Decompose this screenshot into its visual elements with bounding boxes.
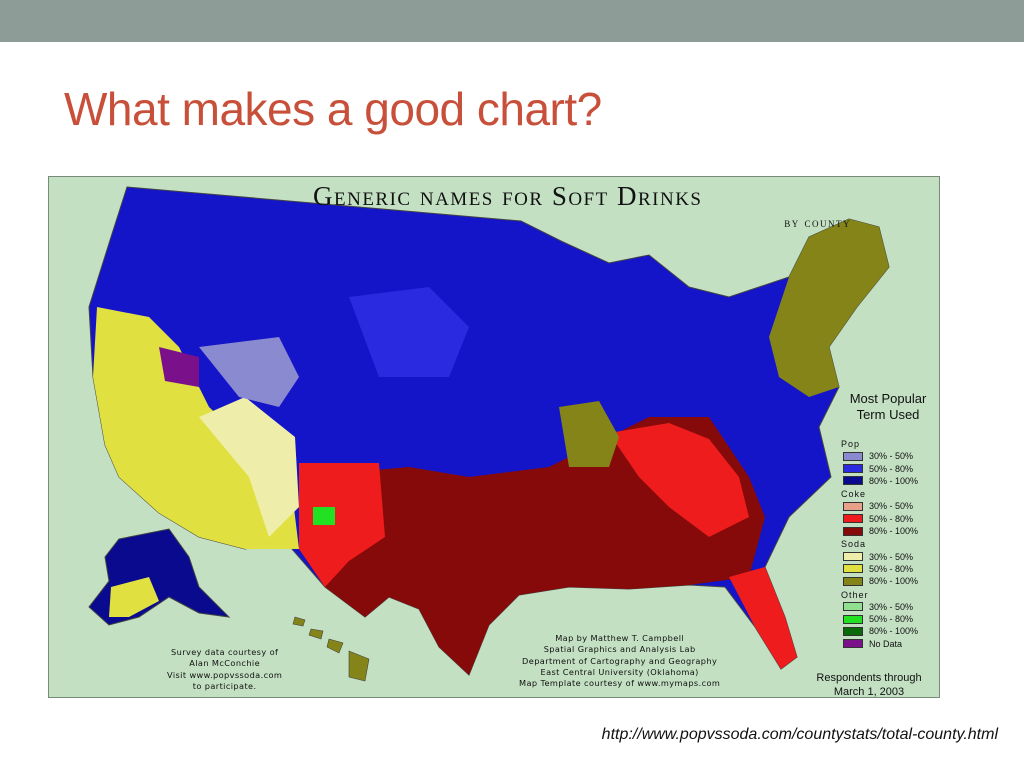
legend-item: 50% - 80% — [841, 613, 935, 625]
hawaii — [292, 616, 370, 682]
legend-swatch — [843, 564, 863, 574]
legend-group-pop: Pop — [841, 439, 861, 449]
legend-item: 80% - 100% — [841, 525, 935, 537]
legend: Most Popular Term Used Pop 30% - 50% 50%… — [841, 391, 935, 650]
region-pacific-soda — [93, 307, 299, 549]
source-link[interactable]: http://www.popvssoda.com/countystats/tot… — [601, 726, 998, 743]
region-other-green — [313, 507, 335, 525]
legend-item: 50% - 80% — [841, 563, 935, 575]
legend-item: No Data — [841, 638, 935, 650]
legend-item: 50% - 80% — [841, 462, 935, 474]
region-midwest-soda — [559, 401, 619, 467]
top-bar — [0, 0, 1024, 42]
legend-heading: Most Popular Term Used — [849, 391, 927, 422]
legend-group-soda: Soda — [841, 539, 867, 550]
soft-drink-map: Generic names for Soft Drinks by county … — [48, 176, 940, 698]
map-graphic — [88, 186, 890, 682]
legend-swatch — [843, 614, 863, 624]
region-northeast-soda — [769, 219, 889, 397]
legend-swatch — [843, 464, 863, 474]
region-southeast-coke — [609, 423, 749, 537]
region-florida-coke — [729, 567, 797, 669]
legend-swatch — [843, 526, 863, 536]
map-subtitle: by county — [784, 215, 851, 230]
legend-swatch — [843, 576, 863, 586]
legend-item: 30% - 50% — [841, 550, 935, 562]
slide-title: What makes a good chart? — [64, 83, 602, 135]
legend-item: 30% - 50% — [841, 500, 935, 512]
region-plains-pop — [349, 287, 469, 377]
legend-swatch — [843, 639, 863, 649]
legend-item: 80% - 100% — [841, 575, 935, 587]
legend-item: 30% - 50% — [841, 450, 935, 462]
legend-item: 80% - 100% — [841, 475, 935, 487]
survey-credit: Survey data courtesy of Alan McConchie V… — [167, 647, 283, 691]
map-title: Generic names for Soft Drinks — [313, 181, 703, 211]
legend-swatch — [843, 626, 863, 636]
legend-item: 80% - 100% — [841, 625, 935, 637]
legend-item: 30% - 50% — [841, 601, 935, 613]
respondents-note: Respondents through March 1, 2003 — [816, 672, 922, 698]
alaska-soda — [109, 577, 159, 617]
legend-swatch — [843, 602, 863, 612]
legend-swatch — [843, 501, 863, 511]
legend-group-other: Other — [841, 589, 869, 600]
legend-swatch — [843, 552, 863, 562]
legend-swatch — [843, 514, 863, 524]
legend-group-coke: Coke — [841, 489, 867, 500]
region-southwest-coke — [299, 463, 385, 587]
region-nevada-soda — [199, 397, 299, 537]
legend-swatch — [843, 451, 863, 461]
legend-item: 50% - 80% — [841, 513, 935, 525]
map-credit: Map by Matthew T. Campbell Spatial Graph… — [519, 633, 721, 689]
region-nodata — [159, 347, 199, 387]
legend-swatch — [843, 476, 863, 486]
region-mountain-pop — [199, 337, 299, 407]
